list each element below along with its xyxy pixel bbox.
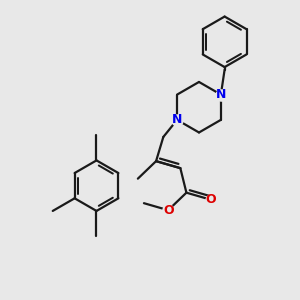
Text: N: N: [172, 113, 182, 126]
Text: O: O: [163, 204, 173, 217]
Text: O: O: [206, 193, 216, 206]
Text: N: N: [216, 88, 226, 101]
